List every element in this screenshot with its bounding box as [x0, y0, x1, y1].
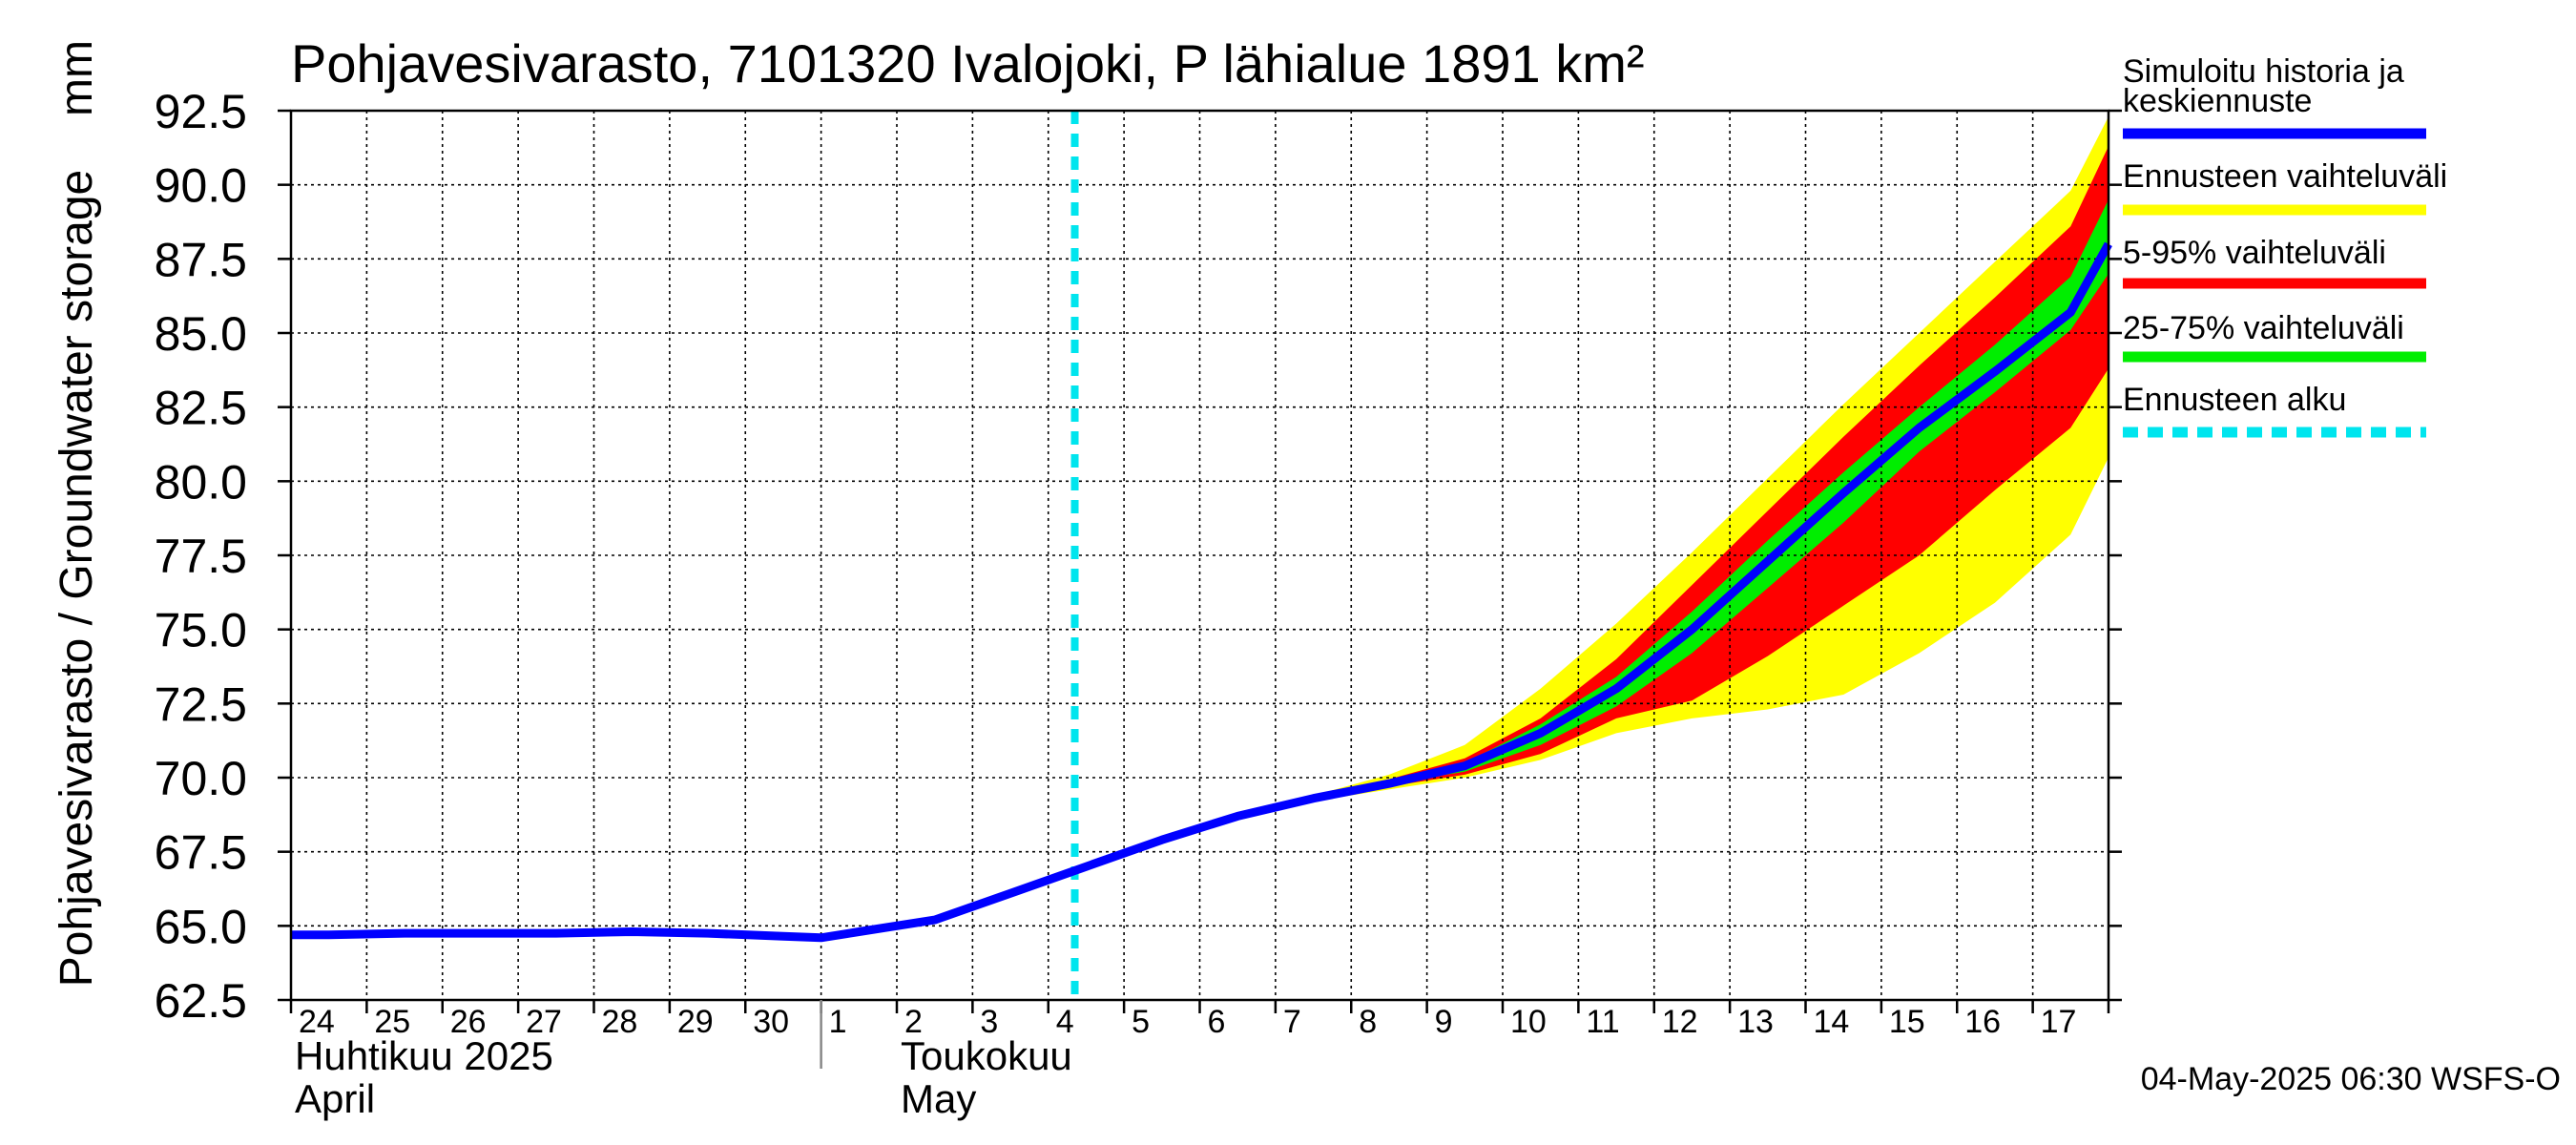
y-tick-label: 90.0	[155, 159, 247, 213]
x-day-label: 4	[1056, 1004, 1074, 1040]
y-tick-label: 87.5	[155, 233, 247, 286]
grid	[291, 111, 2109, 1000]
y-tick-label: 80.0	[155, 455, 247, 509]
footer-timestamp: 04-May-2025 06:30 WSFS-O	[2141, 1061, 2561, 1097]
legend-label: 25-75% vaihteluväli	[2123, 310, 2404, 346]
series-lines	[291, 111, 2112, 1000]
x-day-label: 1	[829, 1004, 847, 1040]
y-axis-title: Pohjavesivarasto / Groundwater storage	[52, 170, 102, 987]
x-day-label: 10	[1510, 1004, 1547, 1040]
forecast-bands	[1074, 116, 2109, 867]
x-day-label: 13	[1737, 1004, 1774, 1040]
x-day-label: 6	[1208, 1004, 1226, 1040]
x-day-label: 28	[602, 1004, 638, 1040]
y-axis-unit: mm	[52, 40, 102, 116]
month-label: Huhtikuu 2025	[295, 1033, 553, 1078]
x-day-label: 15	[1889, 1004, 1925, 1040]
y-tick-label: 62.5	[155, 974, 247, 1028]
legend-label: Ennusteen alku	[2123, 382, 2346, 418]
legend-label: Ennusteen vaihteluväli	[2123, 158, 2447, 195]
x-day-label: 25	[374, 1004, 410, 1040]
x-day-label: 3	[980, 1004, 998, 1040]
month-label: Toukokuu	[901, 1033, 1072, 1078]
axis-ticks: 62.5 65.0 67.5 70.0 72.5 75.0 77.5 80.0 82.5 85.0…	[155, 85, 2122, 1121]
y-tick-label: 77.5	[155, 530, 247, 583]
x-day-label: 30	[753, 1004, 789, 1040]
x-day-label: 11	[1586, 1004, 1619, 1040]
x-day-label: 16	[1964, 1004, 2001, 1040]
month-label-en: May	[901, 1076, 976, 1121]
month-label-en: April	[295, 1076, 375, 1121]
y-tick-label: 70.0	[155, 752, 247, 805]
legend-label: 5-95% vaihteluväli	[2123, 235, 2386, 271]
y-tick-label: 65.0	[155, 900, 247, 953]
x-day-label: 24	[299, 1004, 335, 1040]
x-day-label: 12	[1662, 1004, 1698, 1040]
band-2	[1074, 146, 2109, 867]
y-tick-label: 75.0	[155, 604, 247, 657]
x-day-label: 2	[904, 1004, 923, 1040]
legend-label-cont: keskiennuste	[2123, 83, 2312, 119]
x-day-label: 7	[1283, 1004, 1301, 1040]
legend-label: Simuloitu historia ja	[2123, 53, 2404, 90]
y-tick-label: 85.0	[155, 307, 247, 361]
x-day-label: 29	[677, 1004, 714, 1040]
y-tick-label: 67.5	[155, 826, 247, 880]
x-day-label: 8	[1359, 1004, 1377, 1040]
y-tick-label: 72.5	[155, 677, 247, 731]
x-day-label: 5	[1132, 1004, 1150, 1040]
y-tick-label: 92.5	[155, 85, 247, 138]
chart-title: Pohjavesivarasto, 7101320 Ivalojoki, P l…	[291, 33, 1645, 94]
x-day-label: 14	[1814, 1004, 1850, 1040]
x-day-label: 17	[2041, 1004, 2077, 1040]
y-tick-label: 82.5	[155, 382, 247, 435]
x-day-label: 26	[450, 1004, 487, 1040]
band-1	[1074, 116, 2109, 867]
x-day-label: 27	[526, 1004, 562, 1040]
series-line-1	[291, 241, 2112, 943]
x-day-label: 9	[1435, 1004, 1453, 1040]
